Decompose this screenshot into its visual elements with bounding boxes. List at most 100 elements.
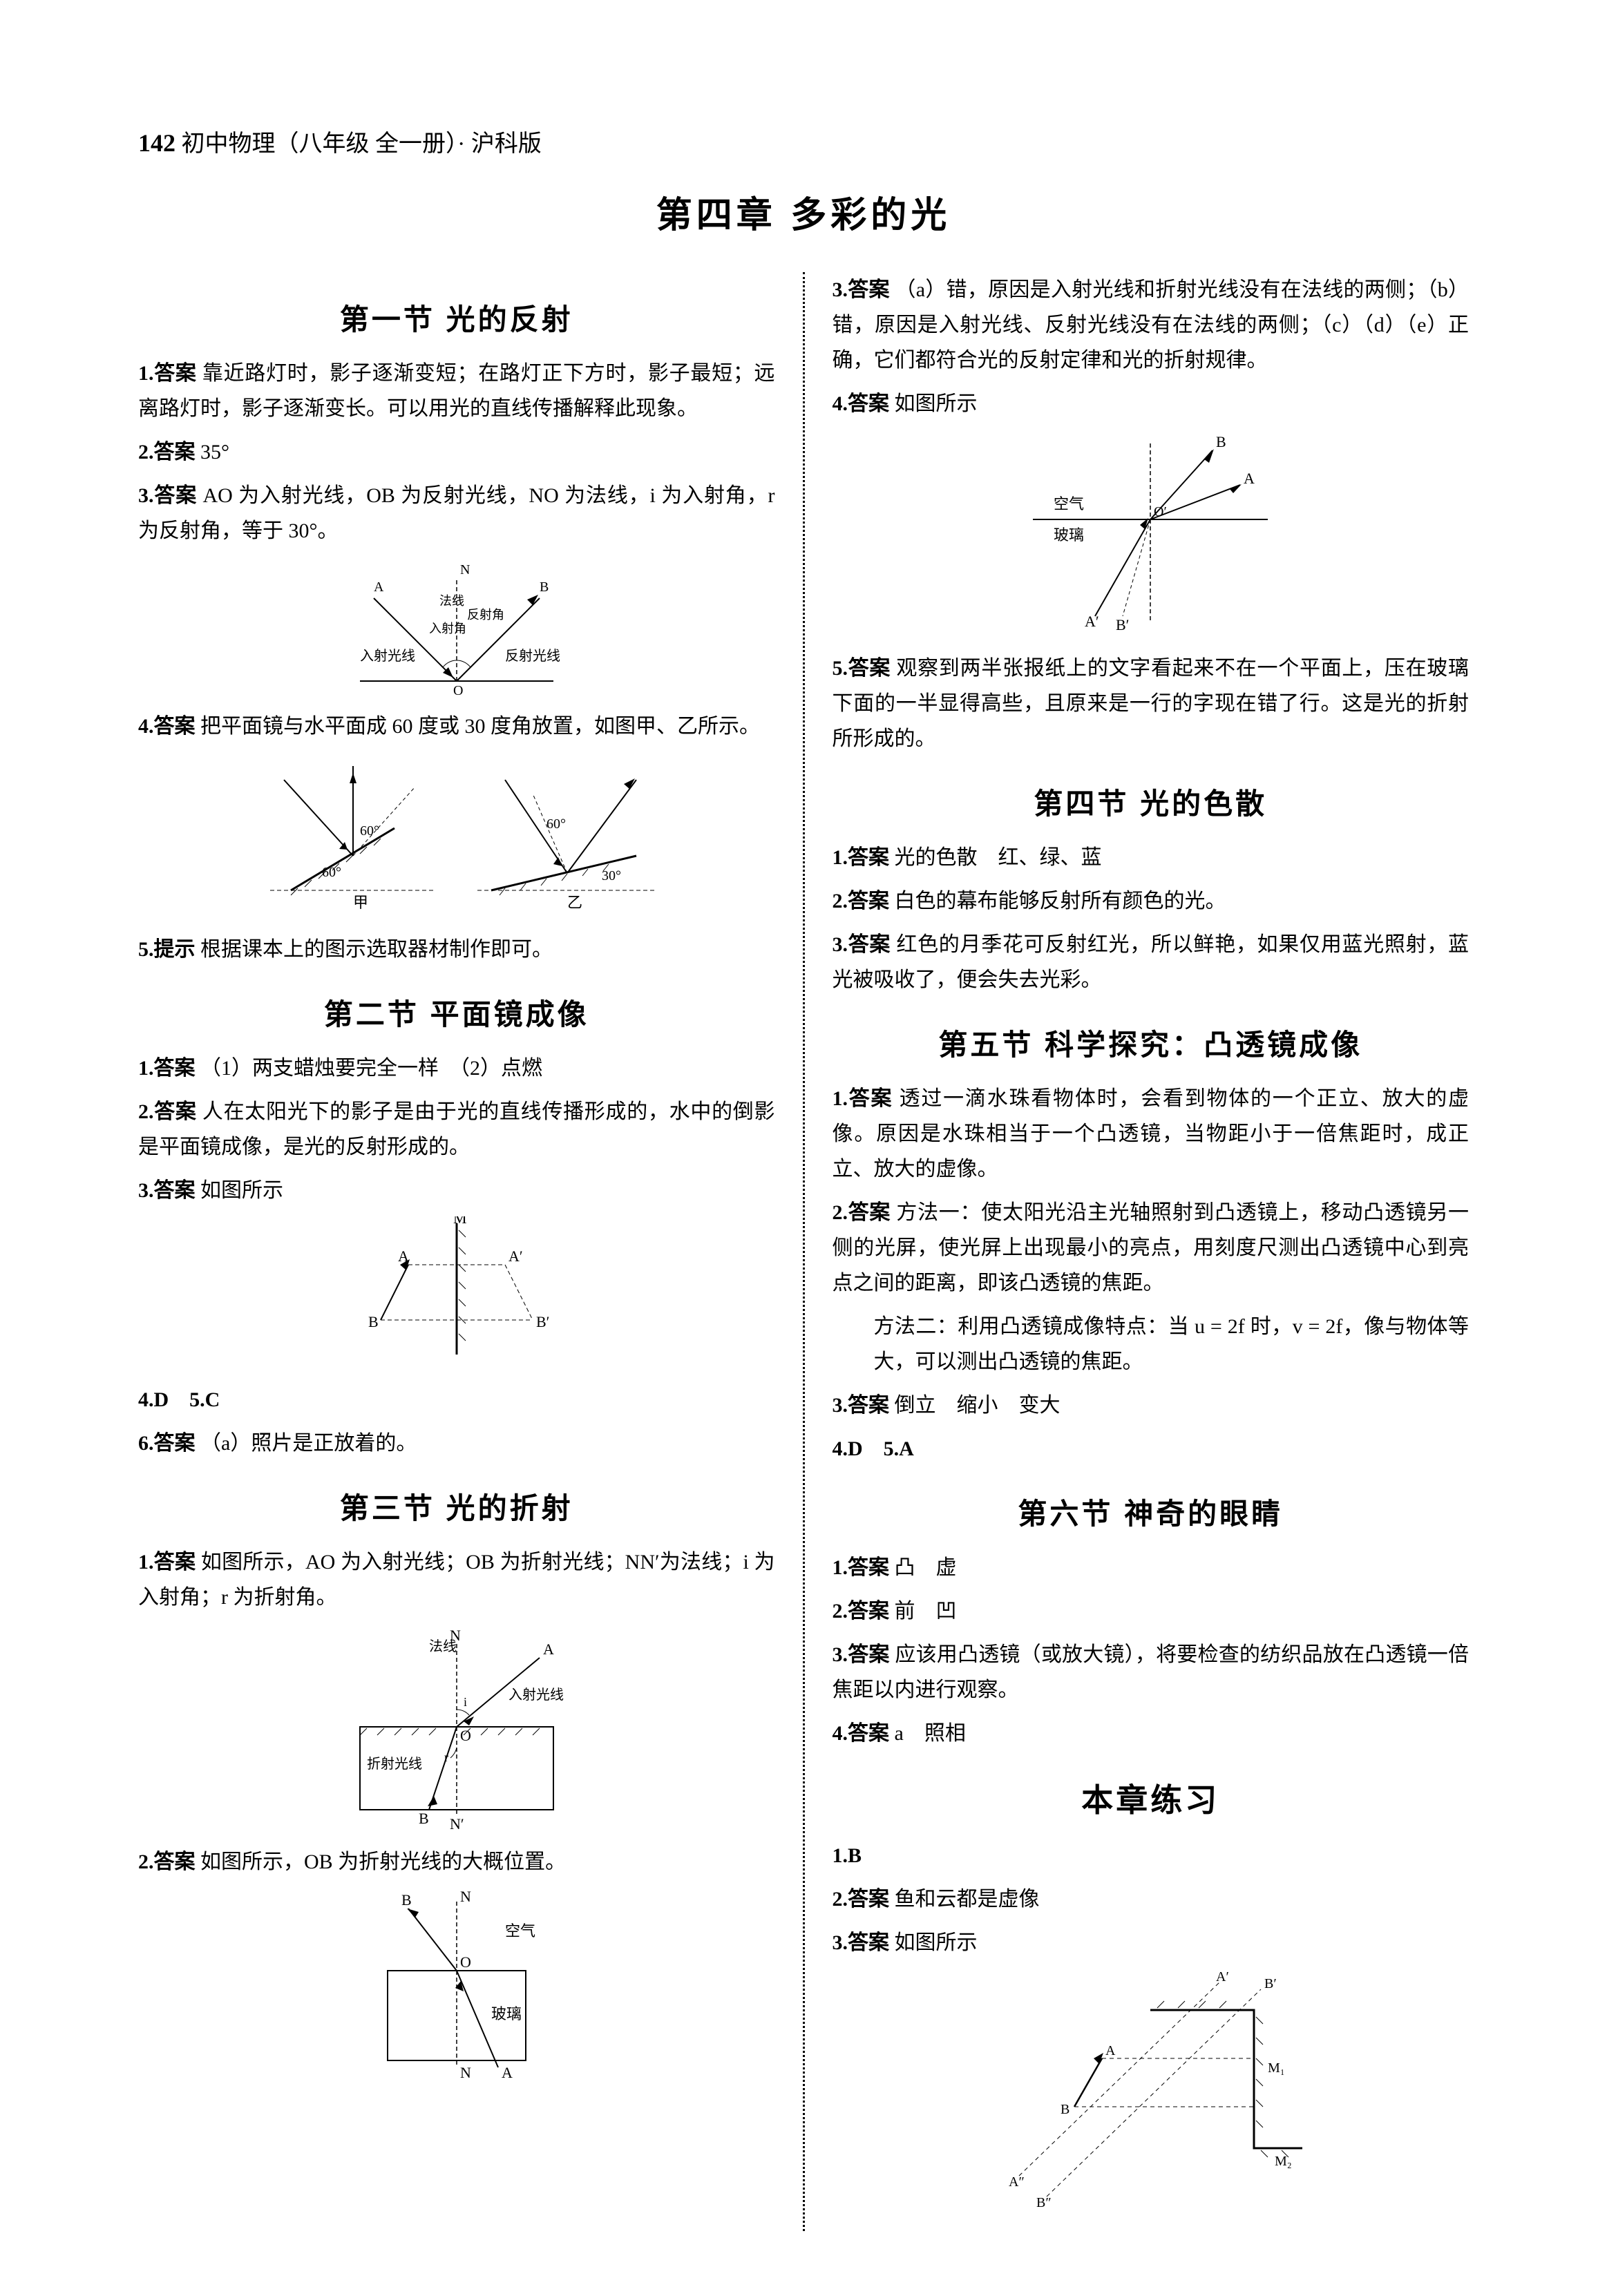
answer-label: 3.答案	[833, 278, 890, 301]
svg-text:法线: 法线	[439, 594, 464, 608]
svg-text:法线: 法线	[429, 1638, 457, 1654]
book-title: 初中物理（八年级 全一册）· 沪科版	[182, 131, 542, 157]
answer-label: 3.答案	[833, 1931, 890, 1954]
answer-label: 1.答案	[138, 1551, 196, 1573]
answer-label: 4.答案	[833, 392, 890, 415]
answer-text: 靠近路灯时，影子逐渐变短；在路灯正下方时，影子最短；远离路灯时，影子逐渐变长。可…	[138, 362, 775, 420]
svg-text:折射光线: 折射光线	[367, 1756, 422, 1772]
svg-text:反射角: 反射角	[467, 608, 504, 622]
s6-q2: 2.答案 前 凹	[833, 1594, 1470, 1629]
svg-text:M: M	[453, 1216, 467, 1227]
s1-q2: 2.答案 35°	[138, 434, 775, 470]
chapter-title: 第四章 多彩的光	[138, 186, 1469, 238]
figure-reflection: A B N O 入射光线 反射光线 法线 入射角 反射角	[138, 557, 775, 695]
figure-refraction-1: N A O N′ B 法线 入射光线 折射光线 i r	[138, 1623, 775, 1830]
answer-label: 2.答案	[833, 890, 890, 912]
s3-q3: 3.答案 （a）错，原因是入射光线和折射光线没有在法线的两侧；（b）错，原因是入…	[833, 272, 1470, 378]
right-column: 3.答案 （a）错，原因是入射光线和折射光线没有在法线的两侧；（b）错，原因是入…	[833, 272, 1470, 2231]
answer-label: 2.答案	[138, 441, 196, 463]
svg-text:反射光线: 反射光线	[505, 648, 560, 664]
answer-text: 35°	[200, 441, 229, 463]
answer-text: 透过一滴水珠看物体时，会看到物体的一个正立、放大的虚像。原因是水珠相当于一个凸透…	[833, 1087, 1470, 1180]
answer-label: 3.答案	[833, 933, 891, 956]
practice-title: 本章练习	[833, 1775, 1470, 1821]
svg-text:B′: B′	[1264, 1976, 1277, 1991]
answer-label: 2.答案	[138, 1100, 197, 1123]
svg-text:N: N	[460, 562, 470, 577]
s2-q1: 1.答案 （1）两支蜡烛要完全一样 （2）点燃	[138, 1051, 775, 1086]
answer-text: 4.D 5.A	[833, 1437, 914, 1460]
figure-refraction-2: B N O A N 空气 玻璃	[138, 1888, 775, 2081]
svg-text:M₂: M₂	[1275, 2154, 1292, 2169]
answer-label: 2.答案	[833, 1888, 890, 1911]
s4-q2: 2.答案 白色的幕布能够反射所有颜色的光。	[833, 883, 1470, 919]
section-1-title: 第一节 光的反射	[138, 296, 775, 338]
answer-label: 3.答案	[833, 1394, 890, 1417]
s2-q3: 3.答案 如图所示	[138, 1173, 775, 1208]
s3-q1: 1.答案 如图所示，AO 为入射光线；OB 为折射光线；NN′为法线；i 为入射…	[138, 1544, 775, 1615]
answer-text: 观察到两半张报纸上的文字看起来不在一个平面上，压在玻璃下面的一半显得高些，且原来…	[833, 657, 1470, 750]
answer-text: a 照相	[895, 1722, 966, 1745]
answer-text: 根据课本上的图示选取器材制作即可。	[200, 938, 553, 961]
svg-text:B′: B′	[536, 1313, 550, 1330]
answer-text: （a）照片是正放着的。	[200, 1432, 417, 1455]
svg-text:A′: A′	[1085, 613, 1099, 630]
s4-q1: 1.答案 光的色散 红、绿、蓝	[833, 840, 1470, 875]
s1-q1: 1.答案 靠近路灯时，影子逐渐变短；在路灯正下方时，影子最短；远离路灯时，影子逐…	[138, 356, 775, 426]
answer-label: 3.答案	[138, 1179, 196, 1202]
svg-text:甲: 甲	[353, 894, 368, 911]
s5-q1: 1.答案 透过一滴水珠看物体时，会看到物体的一个正立、放大的虚像。原因是水珠相当…	[833, 1081, 1470, 1187]
svg-text:A: A	[1244, 470, 1255, 487]
answer-text: 如图所示，OB 为折射光线的大概位置。	[200, 1850, 566, 1873]
s1-q3: 3.答案 AO 为入射光线，OB 为反射光线，NO 为法线，i 为入射角，r 为…	[138, 478, 775, 548]
section-6-title: 第六节 神奇的眼睛	[833, 1491, 1470, 1533]
svg-text:O: O	[460, 1727, 471, 1744]
svg-text:A′: A′	[1216, 1969, 1229, 1984]
svg-text:A: A	[502, 2064, 513, 2081]
answer-label: 1.答案	[138, 1057, 196, 1080]
answer-text: （1）两支蜡烛要完全一样 （2）点燃	[200, 1057, 542, 1080]
s1-q4: 4.答案 把平面镜与水平面成 60 度或 30 度角放置，如图甲、乙所示。	[138, 709, 775, 744]
figure-plane-mirror: M A B A′ B′	[138, 1216, 775, 1368]
s5-q2b: 方法二：利用凸透镜成像特点：当 u = 2f 时，v = 2f，像与物体等大，可…	[833, 1309, 1470, 1379]
svg-text:A: A	[543, 1640, 554, 1658]
figure-mirror-angles: 60° 60° 甲 60° 30° 乙	[138, 752, 775, 918]
s5-q2: 2.答案 方法一：使太阳光沿主光轴照射到凸透镜上，移动凸透镜另一侧的光屏，使光屏…	[833, 1195, 1470, 1301]
svg-text:60°: 60°	[546, 816, 566, 832]
column-divider	[803, 272, 805, 2231]
answer-text: 方法二：利用凸透镜成像特点：当 u = 2f 时，v = 2f，像与物体等大，可…	[874, 1315, 1470, 1373]
answer-text: 鱼和云都是虚像	[895, 1888, 1040, 1911]
practice-q2: 2.答案 鱼和云都是虚像	[833, 1882, 1470, 1917]
svg-text:60°: 60°	[360, 823, 379, 839]
answer-label: 4.答案	[833, 1722, 890, 1745]
svg-text:玻璃: 玻璃	[1054, 526, 1084, 544]
s3-q5: 5.答案 观察到两半张报纸上的文字看起来不在一个平面上，压在玻璃下面的一半显得高…	[833, 651, 1470, 756]
answer-label: 4.答案	[138, 715, 196, 738]
answer-text: 4.D 5.C	[138, 1388, 220, 1411]
s2-q2: 2.答案 人在太阳光下的影子是由于光的直线传播形成的，水中的倒影是平面镜成像，是…	[138, 1094, 775, 1165]
answer-label: 5.答案	[833, 657, 891, 680]
answer-text: 倒立 缩小 变大	[895, 1394, 1061, 1417]
practice-q1: 1.B	[833, 1838, 1470, 1873]
svg-text:B″: B″	[1036, 2195, 1052, 2210]
s3-q2: 2.答案 如图所示，OB 为折射光线的大概位置。	[138, 1844, 775, 1879]
answer-text: 红色的月季花可反射红光，所以鲜艳，如果仅用蓝光照射，蓝光被吸收了，便会失去光彩。	[833, 933, 1470, 991]
answer-text: 如图所示	[200, 1179, 283, 1202]
svg-text:入射光线: 入射光线	[508, 1687, 564, 1703]
svg-text:B: B	[401, 1891, 412, 1908]
svg-text:N: N	[460, 2064, 471, 2081]
answer-text: 如图所示	[895, 1931, 978, 1954]
s1-q5: 5.提示 根据课本上的图示选取器材制作即可。	[138, 932, 775, 967]
page-header: 142 初中物理（八年级 全一册）· 沪科版	[138, 124, 1469, 158]
s6-q3: 3.答案 应该用凸透镜（或放大镜），将要检查的纺织品放在凸透镜一倍焦距以内进行观…	[833, 1637, 1470, 1707]
figure-glass-refraction: 空气 玻璃 O′ A B A′ B′	[833, 430, 1470, 637]
svg-text:N′: N′	[450, 1815, 464, 1830]
svg-text:B′: B′	[1116, 616, 1130, 633]
answer-text: 白色的幕布能够反射所有颜色的光。	[895, 890, 1226, 912]
svg-text:N: N	[460, 1888, 471, 1905]
s6-q4: 4.答案 a 照相	[833, 1716, 1470, 1751]
answer-label: 2.答案	[138, 1850, 196, 1873]
section-4-title: 第四节 光的色散	[833, 781, 1470, 823]
s5-q3: 3.答案 倒立 缩小 变大	[833, 1388, 1470, 1423]
svg-text:B: B	[1061, 2102, 1069, 2117]
